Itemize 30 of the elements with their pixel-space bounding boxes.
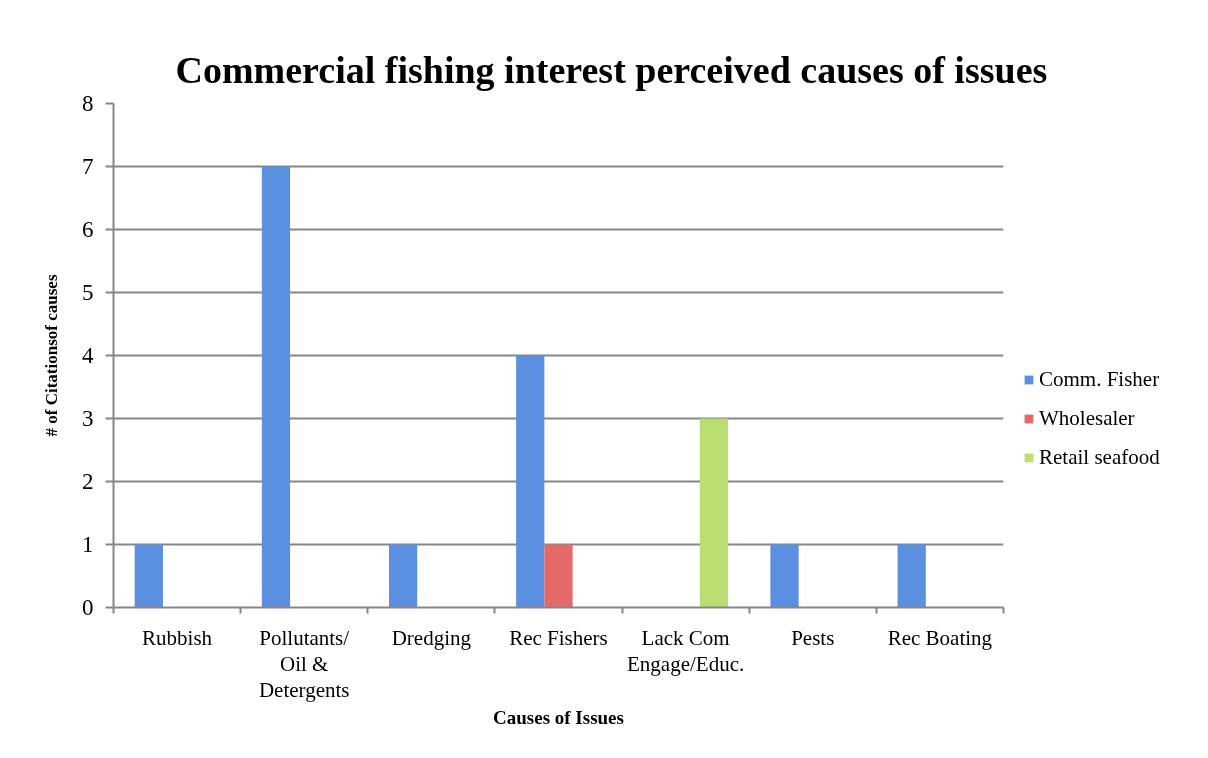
y-axis-title: # of Citationsof causes [42, 274, 61, 437]
x-tick-label: Rec Boating [887, 625, 993, 650]
chart-title: Commercial fishing interest perceived causes of issues [175, 48, 1048, 91]
bar [897, 544, 926, 608]
y-tick-label: 7 [82, 154, 94, 179]
x-tick-label: Rec Fishers [509, 625, 608, 650]
y-tick-label: 0 [82, 595, 94, 620]
bar [516, 355, 545, 608]
y-tick-label: 6 [82, 217, 94, 242]
legend-label: Wholesaler [1039, 406, 1135, 431]
y-tick-label: 3 [82, 406, 94, 431]
y-tick-label: 2 [82, 469, 94, 494]
x-tick-label: Pests [791, 625, 835, 650]
bar [134, 544, 163, 608]
bar [699, 418, 729, 608]
legend-label: Comm. Fisher [1039, 367, 1160, 392]
bar [770, 544, 799, 608]
y-tick-label: 5 [82, 280, 94, 305]
x-tick-label: Pollutants/ Oil & Detergents [258, 625, 350, 703]
bar [261, 166, 291, 608]
bar [388, 544, 418, 608]
legend-label: Retail seafood [1039, 445, 1160, 470]
x-tick-label: Rubbish [142, 625, 213, 650]
bar [544, 544, 573, 608]
x-tick-label: Lack Com Engage/Educ. [627, 625, 745, 676]
y-tick-label: 8 [82, 91, 94, 116]
x-tick-label: Dredging [391, 625, 472, 650]
y-tick-label: 1 [82, 532, 94, 557]
x-axis-title: Causes of Issues [493, 707, 624, 729]
y-tick-label: 4 [82, 343, 94, 368]
